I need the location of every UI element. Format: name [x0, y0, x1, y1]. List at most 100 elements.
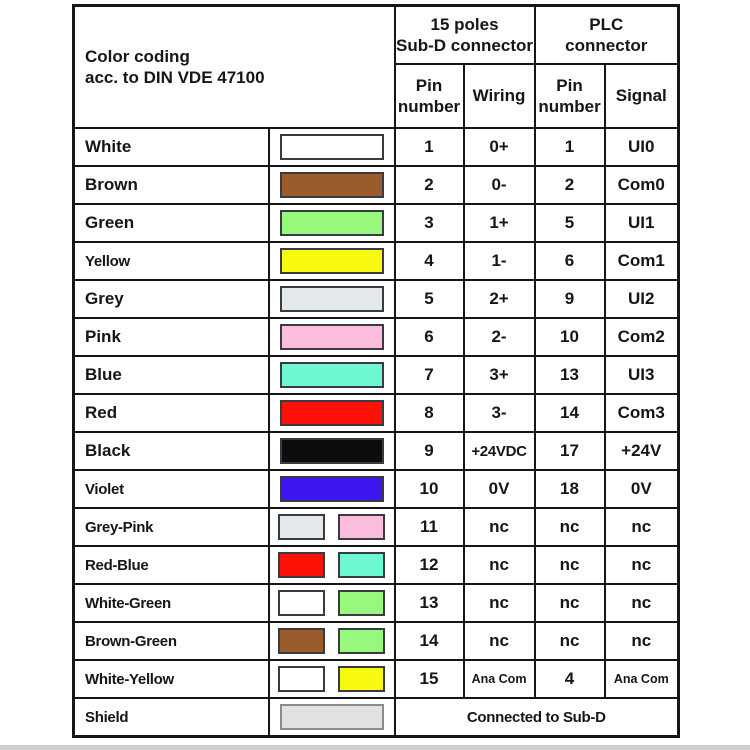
wiring-cell: +24VDC	[462, 431, 536, 471]
swatch-cell	[267, 241, 396, 281]
color-name: Brown-Green	[72, 621, 270, 661]
pin-subd-cell: 7	[393, 355, 465, 395]
swatch-wrap	[271, 362, 393, 388]
signal-cell: Com2	[603, 317, 680, 357]
pin-plc-cell: 17	[533, 431, 606, 471]
table-row: Brown-Green 14 nc nc nc	[72, 621, 680, 661]
page-edge-strip	[0, 745, 750, 750]
pin-plc-cell: 18	[533, 469, 606, 509]
wiring-cell: 3+	[462, 355, 536, 395]
green-swatch	[338, 628, 385, 654]
white-swatch	[278, 590, 325, 616]
swatch-cell	[267, 279, 396, 319]
pink-swatch	[279, 324, 384, 350]
pin-subd-cell: 11	[393, 507, 465, 547]
swatch-wrap	[271, 248, 393, 274]
table-row: Red 8 3- 14 Com3	[72, 393, 680, 433]
signal-cell: Com1	[603, 241, 680, 281]
swatch-wrap	[271, 666, 393, 692]
pin-subd-cell: 9	[393, 431, 465, 471]
pin-subd-cell: 4	[393, 241, 465, 281]
grey-swatch	[278, 514, 325, 540]
pin-plc-cell: 14	[533, 393, 606, 433]
pin-plc-cell: 6	[533, 241, 606, 281]
table-row: White-Yellow 15 Ana Com 4 Ana Com	[72, 659, 680, 699]
signal-cell: 0V	[603, 469, 680, 509]
pin-subd-cell: 14	[393, 621, 465, 661]
pin-plc-cell: 2	[533, 165, 606, 205]
table-row: Blue 7 3+ 13 UI3	[72, 355, 680, 395]
pin-plc-cell: nc	[533, 583, 606, 623]
swatch-wrap	[271, 552, 393, 578]
pin-plc-cell: 1	[533, 127, 606, 167]
color-name: White-Yellow	[72, 659, 270, 699]
color-name: Shield	[72, 697, 270, 738]
green-swatch	[279, 210, 384, 236]
pin-subd-cell: 3	[393, 203, 465, 243]
signal-cell: UI2	[603, 279, 680, 319]
table-row: White 1 0+ 1 UI0	[72, 127, 680, 167]
pin-plc-cell: 10	[533, 317, 606, 357]
color-name: Yellow	[72, 241, 270, 281]
swatch-cell	[267, 545, 396, 585]
column-header-signal: Signal	[603, 63, 680, 129]
yellow-swatch	[338, 666, 385, 692]
wiring-cell: 1+	[462, 203, 536, 243]
signal-cell: Ana Com	[603, 659, 680, 699]
wiring-cell: nc	[462, 545, 536, 585]
signal-cell: UI0	[603, 127, 680, 167]
swatch-wrap	[271, 134, 393, 160]
black-swatch	[279, 438, 384, 464]
signal-cell: nc	[603, 621, 680, 661]
pink-swatch	[338, 514, 385, 540]
swatch-wrap	[271, 172, 393, 198]
pin-plc-cell: 4	[533, 659, 606, 699]
wiring-cell: nc	[462, 583, 536, 623]
violet-swatch	[279, 476, 384, 502]
grey-swatch	[279, 286, 384, 312]
table-row: Yellow 4 1- 6 Com1	[72, 241, 680, 281]
yellow-swatch	[279, 248, 384, 274]
swatch-wrap	[271, 324, 393, 350]
swatch-cell	[267, 317, 396, 357]
blue-swatch	[338, 552, 385, 578]
table-row: Grey-Pink 11 nc nc nc	[72, 507, 680, 547]
wiring-cell: nc	[462, 507, 536, 547]
table-title-text: Color coding acc. to DIN VDE 47100	[85, 46, 265, 87]
swatch-wrap	[271, 210, 393, 236]
column-header-pin-plc-text: Pin number	[538, 75, 601, 116]
color-name: Blue	[72, 355, 270, 395]
swatch-cell	[267, 583, 396, 623]
swatch-cell	[267, 127, 396, 167]
pin-subd-cell: 6	[393, 317, 465, 357]
column-header-signal-text: Signal	[615, 86, 667, 106]
swatch-cell	[267, 431, 396, 471]
swatch-cell	[267, 203, 396, 243]
swatch-cell	[267, 621, 396, 661]
color-name: Green	[72, 203, 270, 243]
swatch-wrap	[271, 628, 393, 654]
signal-cell: UI1	[603, 203, 680, 243]
table-row: Pink 6 2- 10 Com2	[72, 317, 680, 357]
pin-subd-cell: 1	[393, 127, 465, 167]
pin-subd-cell: 13	[393, 583, 465, 623]
table-row: Green 3 1+ 5 UI1	[72, 203, 680, 243]
pin-plc-cell: nc	[533, 507, 606, 547]
swatch-cell	[267, 659, 396, 699]
red-swatch	[279, 400, 384, 426]
subd-group-header: 15 poles Sub-D connector	[393, 4, 536, 65]
color-name: White	[72, 127, 270, 167]
color-name: Grey	[72, 279, 270, 319]
green-swatch	[338, 590, 385, 616]
pin-subd-cell: 10	[393, 469, 465, 509]
color-name: Grey-Pink	[72, 507, 270, 547]
color-coding-table: Color coding acc. to DIN VDE 47100 15 po…	[72, 4, 681, 738]
swatch-wrap	[271, 476, 393, 502]
pin-subd-cell: 8	[393, 393, 465, 433]
pin-subd-cell: 12	[393, 545, 465, 585]
column-header-wiring-text: Wiring	[472, 86, 526, 106]
swatch-wrap	[271, 438, 393, 464]
plc-group-header: PLC connector	[533, 4, 680, 65]
wiring-cell: 2+	[462, 279, 536, 319]
